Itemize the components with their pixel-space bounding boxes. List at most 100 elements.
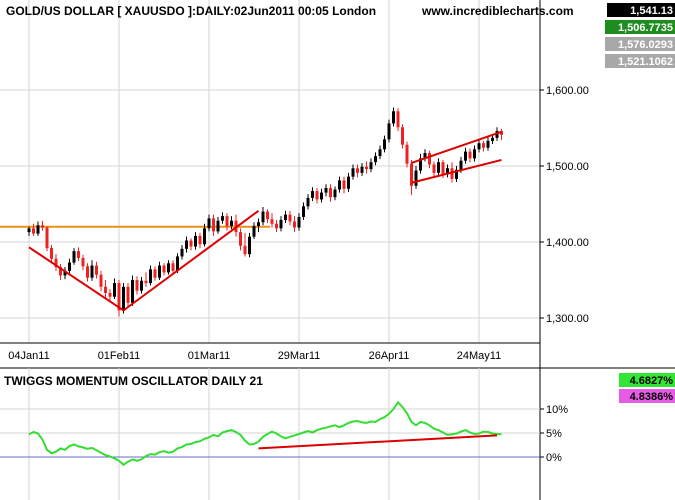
value-badge-bg: [619, 373, 675, 387]
value-badge-label: 4.8386%: [630, 391, 674, 403]
candle-body: [419, 158, 422, 171]
candle-body: [459, 160, 463, 170]
candle-body: [257, 222, 260, 227]
candle-body: [144, 280, 148, 284]
candle-body: [365, 166, 368, 170]
candle-body: [27, 228, 31, 233]
candle-body: [230, 220, 233, 227]
candle-body: [171, 263, 175, 271]
price-trend-line: [122, 210, 260, 312]
candle-body: [81, 257, 85, 267]
candle-body: [495, 131, 499, 138]
candle-body: [117, 283, 121, 311]
price-y-tick-label: 1,500.00: [546, 161, 589, 173]
candle-body: [441, 162, 445, 175]
date-tick-labels: 04Jan11 01Feb11 01Mar11 29Mar11 26Apr11 24May…: [8, 350, 501, 362]
value-badge-label: 1,541.13: [630, 5, 673, 17]
candle-body: [131, 280, 134, 303]
candle-body: [288, 214, 292, 222]
candle-body: [104, 286, 107, 293]
date-tick-label: 29Mar11: [278, 350, 321, 362]
oscillator-line: [28, 400, 502, 466]
candle-body: [162, 265, 166, 273]
candle-body: [248, 236, 251, 255]
candle-body: [410, 163, 413, 186]
candle-body: [63, 270, 67, 276]
candle-body: [374, 156, 377, 163]
oscillator-title: TWIGGS MOMENTUM OSCILLATOR DAILY 21: [4, 374, 263, 388]
candle-body: [77, 251, 80, 258]
candle-body: [491, 137, 494, 141]
candle-body: [122, 286, 125, 311]
candle-body: [284, 214, 287, 220]
candle-body: [198, 235, 202, 245]
date-tick-label: 01Mar11: [188, 350, 231, 362]
candle-body: [279, 219, 283, 229]
candle-body: [207, 218, 211, 229]
date-tick-label: 04Jan11: [8, 350, 49, 362]
candle-body: [252, 226, 256, 237]
candle-body: [212, 218, 215, 232]
candle-body: [500, 131, 503, 135]
candle-body: [464, 151, 467, 161]
price-trend-line: [411, 130, 502, 164]
value-badge-label: 1,576.0293: [618, 39, 673, 51]
chart-title: GOLD/US DOLLAR [ XAUUSDO ]:DAILY:02Jun20…: [6, 4, 376, 18]
candle-body: [387, 123, 391, 140]
price-y-tick-label: 1,600.00: [546, 85, 589, 97]
candle-body: [450, 168, 454, 179]
candle-body: [36, 225, 40, 234]
candle-body: [189, 240, 193, 247]
candle-body: [324, 188, 328, 193]
candle-body: [221, 216, 224, 221]
price-y-tick-label: 1,400.00: [546, 237, 589, 249]
candle-body: [320, 192, 323, 200]
price-panel: 1,300.00 1,400.00 1,500.00 1,600.00 04Jan11…: [0, 0, 589, 500]
candle-body: [432, 164, 436, 173]
candle-body: [297, 216, 301, 228]
site-link[interactable]: www.incrediblecharts.com: [421, 4, 574, 18]
candle-body: [338, 180, 341, 190]
candle-body: [378, 149, 382, 157]
candle-body: [315, 191, 319, 200]
candle-body: [167, 263, 170, 273]
price-grid: [0, 0, 540, 343]
candle-body: [482, 143, 485, 148]
candle-body: [351, 168, 355, 177]
value-badge-label: 1,506.7735: [618, 22, 673, 34]
candle-body: [486, 140, 490, 148]
candle-body: [333, 189, 337, 198]
trend-lines-group: [28, 130, 502, 312]
value-badge-bg: [605, 37, 675, 51]
candle-body: [306, 197, 310, 207]
candle-body: [311, 191, 314, 198]
date-tick-label: 24May11: [457, 350, 501, 362]
candle-body: [239, 232, 242, 246]
candle-body: [41, 225, 44, 228]
candle-body: [68, 262, 71, 271]
candle-body: [477, 143, 481, 150]
candle-body: [347, 176, 350, 189]
oscillator-y-tick-label: 5%: [546, 428, 562, 440]
candle-body: [468, 151, 472, 159]
price-trend-line: [411, 158, 502, 184]
date-tick-label: 01Feb11: [98, 350, 141, 362]
candle-body: [108, 292, 112, 297]
candle-body: [45, 227, 49, 249]
candle-body: [203, 228, 206, 245]
candle-body: [401, 127, 404, 145]
candle-body: [446, 168, 449, 175]
candle-body: [95, 265, 98, 275]
candle-body: [216, 220, 220, 232]
candle-body: [99, 274, 103, 287]
candle-body: [392, 111, 395, 124]
candle-body: [360, 166, 364, 173]
value-badge-bg: [605, 54, 675, 68]
candle-body: [243, 245, 247, 255]
candle-body: [455, 169, 458, 179]
candle-body: [414, 170, 418, 186]
value-badge-bg: [605, 20, 675, 34]
candle-body: [158, 265, 161, 278]
